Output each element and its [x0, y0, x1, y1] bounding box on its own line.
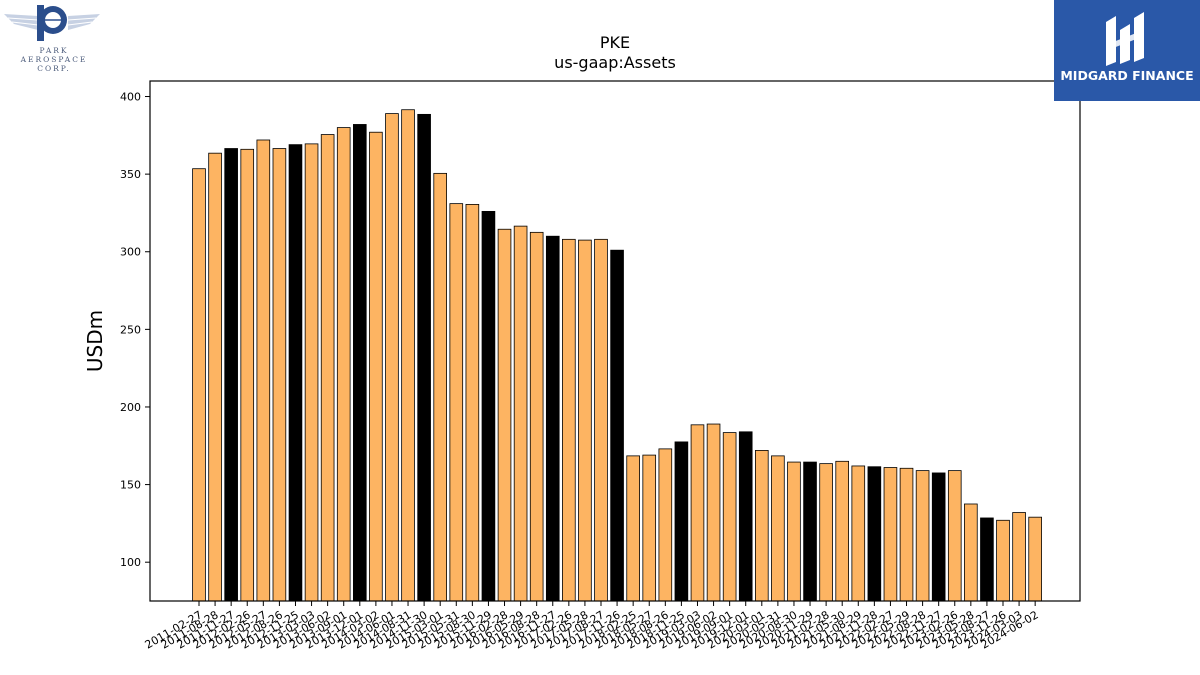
- bar-2012-11-25: [288, 144, 303, 602]
- bar-2020-05-31: [771, 455, 785, 602]
- y-tick-label: 150: [120, 479, 141, 492]
- bar-2016-02-28: [497, 228, 512, 602]
- y-tick-label: 400: [120, 91, 141, 104]
- wing-icon: [4, 14, 100, 30]
- bar-2014-06-01: [385, 113, 399, 602]
- y-tick-label: 350: [120, 168, 141, 181]
- y-tick-label: 250: [120, 323, 141, 336]
- bar-2022-05-29: [899, 467, 914, 602]
- y-axis-label: USDm: [83, 310, 107, 372]
- bar-2015-11-29: [481, 210, 496, 602]
- bar-2014-03-02: [369, 131, 383, 602]
- bar-2011-08-28: [208, 152, 222, 602]
- y-tick-label: 100: [120, 556, 141, 569]
- bar-2023-08-27: [980, 517, 994, 602]
- bar-2012-02-26: [240, 148, 255, 602]
- bar-2021-02-28: [819, 463, 833, 602]
- bar-2017-05-28: [578, 239, 592, 602]
- bar-2017-11-26: [610, 249, 624, 602]
- chart-title: PKE: [600, 33, 630, 52]
- bar-2021-11-28: [867, 466, 882, 602]
- bar-2015-05-31: [449, 203, 464, 602]
- bar-2016-05-29: [513, 225, 528, 602]
- bar-series: [192, 109, 1042, 602]
- bar-2019-12-01: [738, 431, 753, 602]
- bar-2013-03-03: [304, 143, 319, 602]
- bar-2018-05-27: [642, 454, 657, 602]
- bar-2024-03-03: [1012, 512, 1026, 602]
- bar-2020-03-01: [755, 450, 769, 602]
- bar-2023-05-28: [964, 503, 978, 602]
- bar-2017-08-27: [594, 238, 608, 602]
- bar-2013-06-02: [320, 134, 335, 602]
- bar-2013-09-01: [336, 127, 351, 602]
- bar-2014-08-31: [401, 109, 415, 602]
- park-aerospace-logo: PARK AEROSPACE CORP.: [0, 0, 110, 80]
- bar-2015-08-30: [465, 203, 480, 602]
- bar-2021-05-30: [835, 460, 849, 602]
- bar-2012-05-27: [256, 139, 271, 602]
- midgard-finance-logo: MIDGARD FINANCE: [1054, 0, 1200, 101]
- bar-2016-11-27: [545, 235, 560, 602]
- bar-2011-02-27: [192, 168, 206, 602]
- bar-2019-06-02: [706, 423, 721, 602]
- bar-2013-12-01: [352, 124, 367, 602]
- bar-2017-02-26: [562, 238, 576, 602]
- bar-2018-08-26: [658, 448, 673, 602]
- bar-2021-08-29: [851, 465, 866, 602]
- midgard-finance-text: MIDGARD FINANCE: [1060, 68, 1194, 83]
- chart-subtitle: us-gaap:Assets: [554, 53, 676, 72]
- bar-2020-08-30: [787, 461, 801, 602]
- bar-2023-02-26: [947, 470, 962, 602]
- bar-2014-11-30: [417, 113, 431, 602]
- logo-text-corp: CORP.: [37, 64, 70, 73]
- bar-2016-08-28: [529, 231, 544, 602]
- logo-text-aerospace: AEROSPACE: [20, 55, 88, 64]
- bar-2015-03-01: [433, 172, 447, 602]
- x-axis: 2011-02-272011-08-282011-11-272012-02-26…: [143, 601, 1041, 652]
- bar-2022-02-27: [883, 467, 898, 602]
- bar-2024-06-02: [1028, 516, 1042, 602]
- bar-2018-11-25: [674, 441, 689, 602]
- bar-2018-02-25: [626, 455, 640, 602]
- bar-2022-11-27: [931, 472, 946, 602]
- bar-2023-11-26: [996, 519, 1010, 602]
- bar-2022-08-28: [915, 470, 930, 602]
- logo-text-park: PARK: [39, 46, 68, 55]
- bar-2019-09-01: [722, 432, 737, 602]
- midgard-emblem-icon: [1106, 12, 1144, 66]
- bar-2011-11-27: [224, 148, 238, 602]
- bar-2019-03-03: [690, 424, 705, 602]
- y-axis: 100 150 200 250 300 350 400: [120, 91, 150, 569]
- bar-2012-08-26: [272, 148, 287, 602]
- p-letter-icon: [37, 5, 67, 41]
- y-tick-label: 200: [120, 401, 141, 414]
- plot-frame: [149, 80, 1081, 602]
- bar-2020-11-29: [803, 461, 817, 602]
- y-tick-label: 300: [120, 246, 141, 259]
